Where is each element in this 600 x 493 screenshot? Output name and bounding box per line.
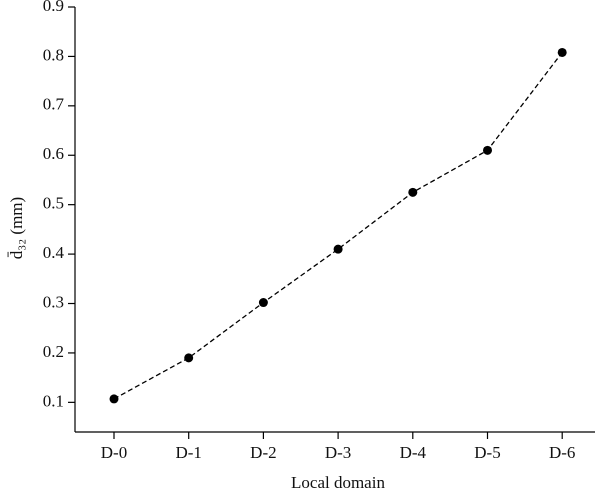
x-tick-label: D-6 [549, 443, 575, 462]
y-tick-label: 0.3 [43, 292, 64, 311]
y-tick-label: 0.4 [43, 243, 65, 262]
x-axis-label: Local domain [291, 473, 385, 492]
y-tick-label: 0.6 [43, 144, 64, 163]
y-tick-label: 0.8 [43, 45, 64, 64]
marker [557, 47, 567, 57]
y-tick-label: 0.2 [43, 342, 64, 361]
y-tick-label: 0.7 [43, 95, 65, 114]
y-tick-label: 0.9 [43, 0, 64, 15]
marker [184, 353, 194, 363]
y-axis-label: d̄₃₂ (mm) [7, 197, 26, 259]
marker [408, 187, 418, 197]
x-tick-label: D-0 [101, 443, 127, 462]
y-tick-label: 0.5 [43, 194, 64, 213]
marker [483, 145, 492, 155]
x-tick-label: D-3 [325, 443, 351, 462]
x-tick-label: D-2 [250, 443, 276, 462]
marker [333, 244, 343, 254]
marker [258, 298, 268, 308]
line [113, 52, 563, 400]
x-tick-label: D-4 [400, 443, 427, 462]
marker [109, 394, 119, 404]
y-tick-label: 0.1 [43, 391, 64, 410]
x-tick-label: D-1 [175, 443, 201, 462]
x-tick-label: D-5 [474, 443, 500, 462]
